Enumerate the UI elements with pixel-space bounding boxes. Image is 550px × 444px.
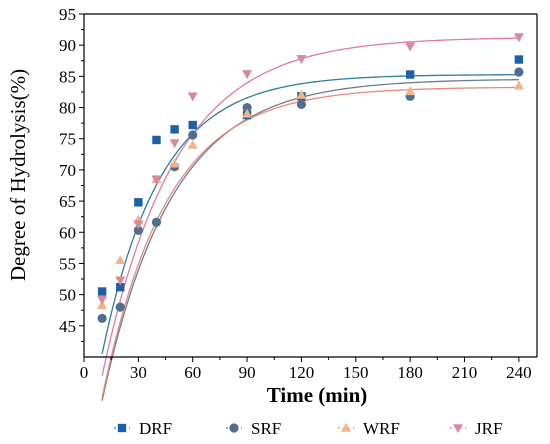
y-axis-title: Degree of Hydrolysis(%) <box>6 69 30 281</box>
legend-label: SRF <box>251 419 281 438</box>
data-point-wrf <box>169 158 180 168</box>
x-tick-label: 30 <box>130 363 147 382</box>
legend-item-drf: DRF <box>114 419 172 438</box>
ticks: 0 30 60 90 120 150 180 210 240 45 50 55 60 65 70 75 80 85… <box>59 5 532 382</box>
data-point-jrf <box>187 92 198 102</box>
data-point-drf <box>152 135 161 145</box>
data-point-srf <box>115 302 125 312</box>
fit-curve-wrf <box>101 86 519 398</box>
data-point-srf <box>97 313 107 323</box>
data-point-drf <box>188 120 197 130</box>
y-tick-label: 60 <box>59 223 76 242</box>
data-point-jrf <box>242 70 253 80</box>
data-point-drf <box>514 55 524 64</box>
data-point-srf <box>188 130 198 140</box>
data-point-srf <box>151 217 162 227</box>
data-point-wrf <box>242 108 253 118</box>
data-point-wrf <box>296 89 307 99</box>
y-tick-label: 80 <box>59 99 76 118</box>
data-point-drf <box>134 198 143 207</box>
x-tick-label: 60 <box>184 363 201 382</box>
data-points <box>97 33 524 323</box>
x-axis-title: Time (min) <box>267 383 368 407</box>
y-tick-label: 45 <box>59 317 76 336</box>
x-tick-label: 0 <box>80 363 89 382</box>
x-tick-label: 180 <box>397 363 423 382</box>
legend-marker <box>229 423 239 433</box>
y-tick-label: 65 <box>59 192 76 211</box>
x-tick-label: 240 <box>506 363 532 382</box>
data-point-jrf <box>405 42 416 52</box>
x-tick-label: 150 <box>343 363 369 382</box>
legend-item-srf: SRF <box>226 419 281 438</box>
data-point-wrf <box>187 139 198 149</box>
legend: DRF SRF WRF JRF <box>114 419 502 438</box>
data-point-jrf <box>296 55 307 65</box>
legend-label: DRF <box>139 419 172 438</box>
data-point-wrf <box>115 255 126 265</box>
data-point-jrf <box>151 175 162 185</box>
y-tick-label: 70 <box>59 161 76 180</box>
data-point-jrf <box>115 276 126 286</box>
data-point-jrf <box>97 295 108 305</box>
y-tick-label: 75 <box>59 130 76 149</box>
legend-marker <box>341 422 351 432</box>
legend-marker <box>117 423 127 433</box>
data-point-wrf <box>513 80 524 90</box>
data-point-jrf <box>513 33 524 43</box>
y-tick-label: 85 <box>59 67 76 86</box>
y-tick-label: 50 <box>59 286 76 305</box>
data-point-drf <box>405 70 415 79</box>
x-tick-label: 120 <box>289 363 315 382</box>
y-tick-label: 55 <box>59 254 76 273</box>
axes <box>83 13 538 358</box>
x-tick-label: 210 <box>452 363 478 382</box>
data-point-drf <box>170 125 179 134</box>
fit-curve-srf <box>101 79 519 401</box>
y-tick-label: 95 <box>59 5 76 24</box>
fit-curves <box>101 37 519 401</box>
data-point-drf <box>97 287 107 296</box>
data-point-srf <box>133 225 143 236</box>
data-point-drf <box>116 282 125 292</box>
data-point-srf <box>514 67 524 77</box>
x-tick-label: 90 <box>239 363 256 382</box>
legend-label: JRF <box>475 419 502 438</box>
fit-curve-drf <box>101 74 519 355</box>
y-tick-label: 90 <box>59 36 76 55</box>
data-point-jrf <box>169 139 180 149</box>
data-point-jrf <box>133 220 144 230</box>
legend-marker <box>453 424 463 434</box>
data-point-srf <box>296 99 307 110</box>
legend-item-wrf: WRF <box>338 419 400 438</box>
data-point-srf <box>242 102 252 113</box>
legend-label: WRF <box>363 419 400 438</box>
data-point-wrf <box>405 86 416 96</box>
legend-item-jrf: JRF <box>450 419 502 438</box>
